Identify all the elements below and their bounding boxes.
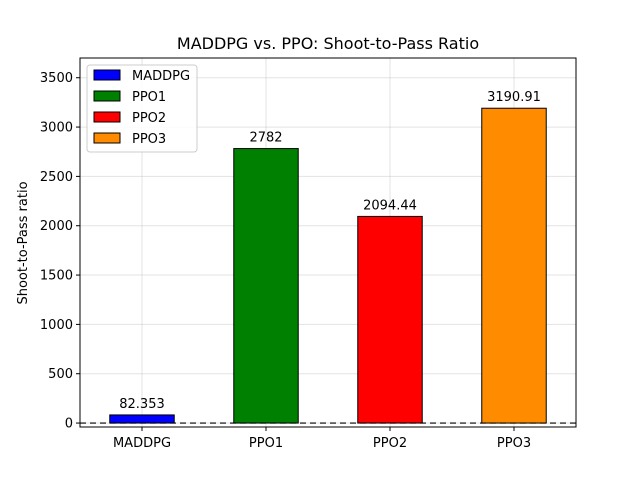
data-labels-group: 82.353 2782 2094.44 3190.91 bbox=[119, 90, 541, 412]
y-tick-label: 2000 bbox=[40, 219, 73, 234]
legend-swatch bbox=[93, 90, 121, 102]
data-label: 2094.44 bbox=[363, 198, 417, 213]
legend-label: MADDPG bbox=[132, 69, 190, 84]
plot-frame bbox=[79, 57, 577, 428]
y-axis-label: Shoot-to-Pass ratio bbox=[16, 181, 31, 304]
legend-swatch bbox=[93, 111, 121, 123]
legend-label: PPO3 bbox=[132, 132, 166, 147]
data-label: 2782 bbox=[249, 131, 282, 146]
y-tick-label: 3500 bbox=[40, 71, 73, 86]
y-tick-label: 2500 bbox=[40, 170, 73, 185]
y-axis-ticks: 0 500 1000 1500 2000 2500 3000 3500 bbox=[40, 71, 80, 432]
legend-swatch bbox=[93, 69, 121, 81]
data-label: 82.353 bbox=[119, 397, 165, 412]
y-tick-label: 0 bbox=[65, 417, 73, 432]
bar-ppo3 bbox=[481, 107, 547, 424]
bar-ppo2 bbox=[357, 215, 423, 424]
bar-maddpg bbox=[109, 414, 175, 424]
bars-group bbox=[109, 107, 547, 424]
data-label: 3190.91 bbox=[487, 90, 541, 105]
chart-title: MADDPG vs. PPO: Shoot-to-Pass Ratio bbox=[177, 34, 479, 53]
x-tick-label: PPO2 bbox=[373, 436, 407, 451]
x-tick-label: PPO3 bbox=[497, 436, 531, 451]
legend: MADDPG PPO1 PPO2 PPO3 bbox=[86, 64, 198, 153]
legend-frame bbox=[86, 64, 198, 153]
legend-label: PPO1 bbox=[132, 90, 166, 105]
y-tick-label: 3000 bbox=[40, 121, 73, 136]
legend-label: PPO2 bbox=[132, 111, 166, 126]
y-tick-label: 1000 bbox=[40, 318, 73, 333]
x-tick-label: MADDPG bbox=[113, 436, 171, 451]
y-tick-label: 500 bbox=[48, 367, 73, 382]
x-tick-label: PPO1 bbox=[249, 436, 283, 451]
y-tick-label: 1500 bbox=[40, 269, 73, 284]
bar-ppo1 bbox=[233, 148, 299, 424]
x-axis-ticks: MADDPG PPO1 PPO2 PPO3 bbox=[113, 427, 531, 451]
legend-swatch bbox=[93, 132, 121, 144]
